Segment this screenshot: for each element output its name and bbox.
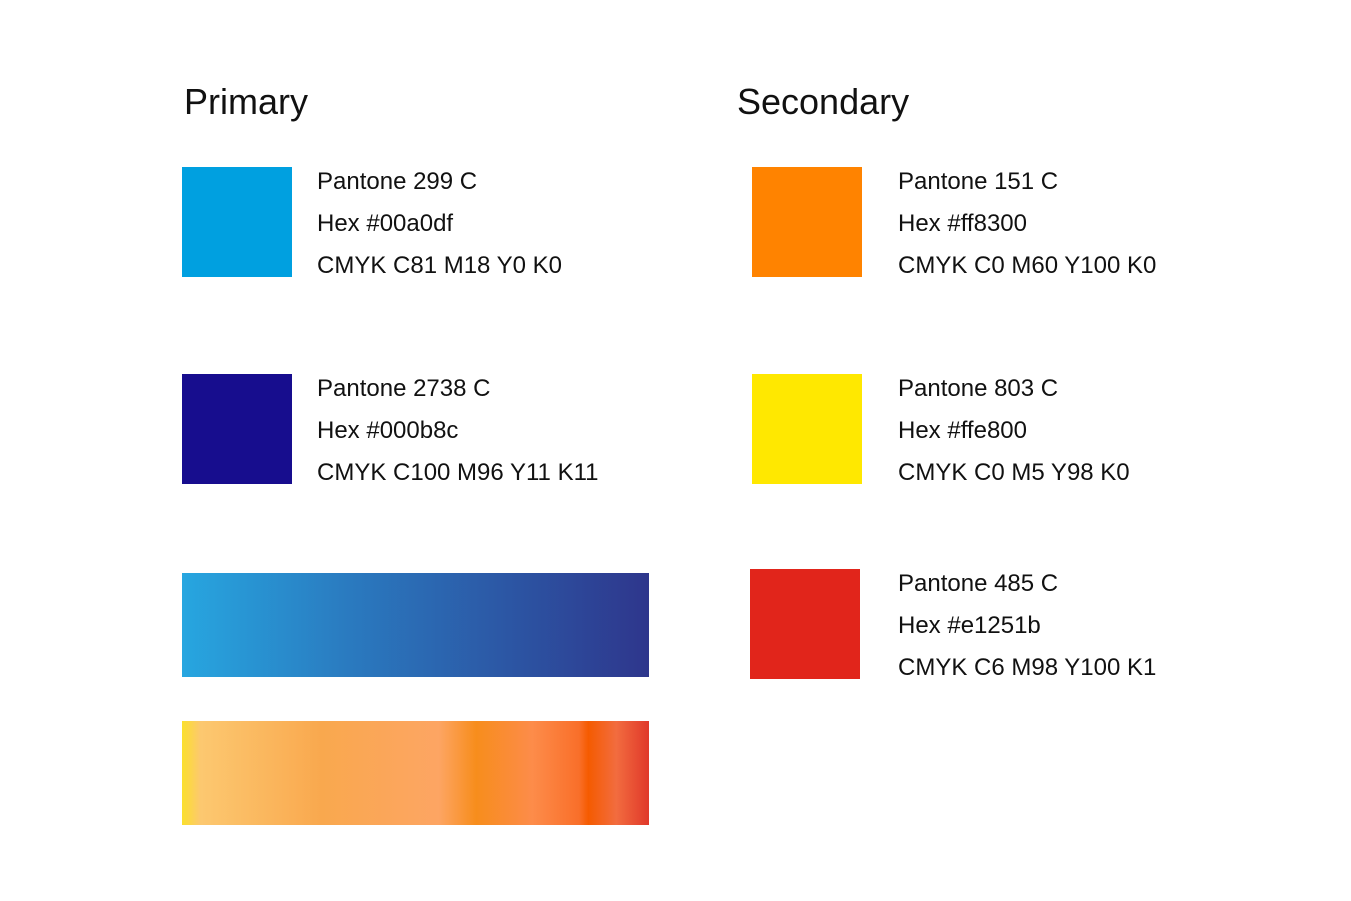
color-swatch: [750, 569, 860, 679]
swatch-hex: Hex #000b8c: [317, 417, 459, 444]
swatch-cmyk: CMYK C6 M98 Y100 K1: [898, 654, 1157, 681]
swatch-cmyk: CMYK C81 M18 Y0 K0: [317, 252, 563, 279]
swatch-hex: Hex #e1251b: [898, 612, 1041, 639]
swatch-cmyk: CMYK C0 M5 Y98 K0: [898, 459, 1130, 486]
gradient-bar: [182, 573, 649, 677]
color-swatch: [182, 167, 292, 277]
swatch-hex: Hex #ff8300: [898, 210, 1027, 237]
gradient-bar: [182, 721, 649, 825]
swatch-info: Pantone 151 C Hex #ff8300 CMYK C0 M60 Y100…: [898, 161, 1156, 287]
swatch-cmyk: CMYK C100 M96 Y11 K11: [317, 459, 599, 486]
swatch-pantone: Pantone 803 C: [898, 375, 1059, 402]
swatch-hex: Hex #ffe800: [898, 417, 1027, 444]
color-swatch: [182, 374, 292, 484]
color-swatch: [752, 374, 862, 484]
section-title: Secondary: [737, 81, 910, 122]
swatch-info: Pantone 299 C Hex #00a0df CMYK C81 M18 Y0 …: [317, 161, 562, 287]
color-swatch: [752, 167, 862, 277]
swatch-hex: Hex #00a0df: [317, 210, 454, 237]
swatch-pantone: Pantone 299 C: [317, 168, 478, 195]
swatch-cmyk: CMYK C0 M60 Y100 K0: [898, 252, 1157, 279]
swatch-info: Pantone 485 C Hex #e1251b CMYK C6 M98 Y100…: [898, 563, 1156, 689]
swatch-info: Pantone 2738 C Hex #000b8c CMYK C100 M96 Y…: [317, 368, 598, 494]
swatch-pantone: Pantone 2738 C: [317, 375, 491, 402]
swatch-pantone: Pantone 485 C: [898, 570, 1059, 597]
swatch-pantone: Pantone 151 C: [898, 168, 1059, 195]
section-title: Primary: [184, 81, 308, 122]
swatch-info: Pantone 803 C Hex #ffe800 CMYK C0 M5 Y98 K…: [898, 368, 1130, 494]
